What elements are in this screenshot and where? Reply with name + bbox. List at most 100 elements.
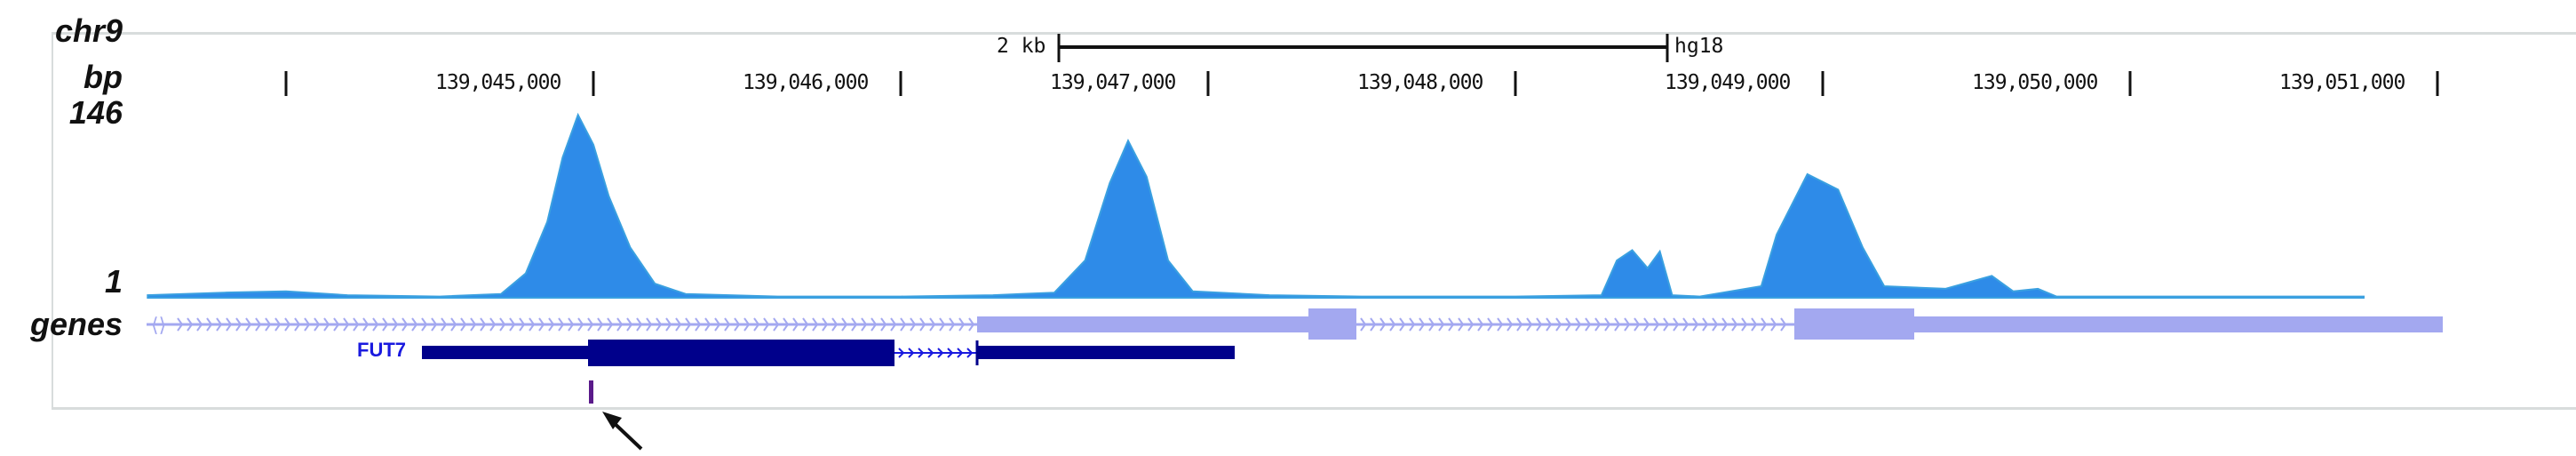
chevron-right-icon <box>927 348 934 358</box>
chevron-right-icon <box>1741 317 1748 332</box>
chevron-right-icon <box>284 317 291 332</box>
chevron-right-icon <box>1751 317 1758 332</box>
bp-label: bp <box>83 59 123 95</box>
genes-track-label[interactable]: genes <box>29 306 123 342</box>
chevron-right-icon <box>1546 317 1553 332</box>
chevron-right-icon <box>1389 317 1396 332</box>
chevron-right-icon <box>1702 317 1709 332</box>
chevron-right-icon <box>255 317 262 332</box>
chevron-right-icon <box>841 317 848 332</box>
gene-track-light[interactable]: ⟨⟩ <box>147 308 2443 340</box>
chevron-right-icon <box>734 317 741 332</box>
chevron-right-icon <box>695 317 702 332</box>
chevron-right-icon <box>196 317 203 332</box>
chevron-right-icon <box>908 348 915 358</box>
chevron-right-icon <box>783 317 790 332</box>
chrom-label: chr9 <box>54 12 123 49</box>
chevron-right-icon <box>1438 317 1445 332</box>
chevron-right-icon <box>450 317 457 332</box>
chevron-right-icon <box>1487 317 1494 332</box>
chevron-right-icon <box>1399 317 1406 332</box>
site-marker <box>589 380 593 404</box>
ruler-tick-label: 139,049,000 <box>1665 71 1791 94</box>
chevron-right-icon <box>411 317 418 332</box>
chevron-right-icon <box>831 317 839 332</box>
ruler-tick-label: 139,051,000 <box>2279 71 2405 94</box>
chevron-right-icon <box>1585 317 1592 332</box>
chevron-right-icon <box>1458 317 1465 332</box>
chevron-right-icon <box>1624 317 1631 332</box>
chevron-right-icon <box>568 317 575 332</box>
chevron-right-icon <box>1594 317 1602 332</box>
chevron-right-icon <box>665 317 672 332</box>
chevron-right-icon <box>1428 317 1435 332</box>
chevron-right-icon <box>187 317 194 332</box>
gene-fut7[interactable] <box>422 340 1235 366</box>
chevron-right-icon <box>773 317 780 332</box>
chevron-right-icon <box>1360 317 1367 332</box>
chevron-right-icon <box>1379 317 1387 332</box>
chevron-right-icon <box>1614 317 1621 332</box>
chevron-right-icon <box>1370 317 1377 332</box>
chevron-right-icon <box>851 317 858 332</box>
chevron-right-icon <box>947 348 954 358</box>
chevron-right-icon <box>724 317 731 332</box>
ruler-tick-label: 139,045,000 <box>435 71 561 94</box>
chevron-right-icon <box>1565 317 1572 332</box>
chevron-right-icon <box>918 348 925 358</box>
chevron-right-icon <box>304 317 311 332</box>
gene-label-fut7[interactable]: FUT7 <box>357 339 406 361</box>
fut7-utr-5 <box>422 346 591 359</box>
chevron-right-icon <box>753 317 760 332</box>
chevron-right-icon <box>646 317 653 332</box>
chevron-right-icon <box>1673 317 1680 332</box>
chevron-right-icon <box>314 317 321 332</box>
chevron-right-icon <box>1536 317 1543 332</box>
ruler-tick-label: 139,047,000 <box>1050 71 1176 94</box>
chevron-right-icon <box>421 317 428 332</box>
chevron-right-icon <box>245 317 252 332</box>
light-start-arrows-icon: ⟨⟩ <box>151 314 166 336</box>
chevron-right-icon <box>333 317 340 332</box>
chevron-right-icon <box>812 317 819 332</box>
chevron-right-icon <box>343 317 350 332</box>
chevron-right-icon <box>1731 317 1738 332</box>
chevron-right-icon <box>685 317 692 332</box>
fut7-coding-exon <box>588 340 894 366</box>
chevron-right-icon <box>509 317 516 332</box>
chevron-right-icon <box>1604 317 1611 332</box>
light-exon-1 <box>1308 308 1356 340</box>
chevron-right-icon <box>597 317 604 332</box>
chevron-right-icon <box>1419 317 1426 332</box>
chevron-right-icon <box>1467 317 1475 332</box>
chevron-right-icon <box>763 317 770 332</box>
chevron-right-icon <box>558 317 565 332</box>
chevron-right-icon <box>489 317 497 332</box>
chevron-right-icon <box>937 348 944 358</box>
chevron-right-icon <box>919 317 926 332</box>
chevron-right-icon <box>177 317 184 332</box>
chevron-right-icon <box>939 317 946 332</box>
chevron-right-icon <box>1712 317 1719 332</box>
chevron-right-icon <box>587 317 594 332</box>
light-exon-2 <box>1794 308 1914 340</box>
chevron-right-icon <box>1634 317 1641 332</box>
scale-bar-assembly: hg18 <box>1674 35 1724 58</box>
chevron-right-icon <box>880 317 887 332</box>
light-strand-chevrons <box>177 317 975 332</box>
max-value-label: 146 <box>68 94 123 131</box>
chevron-right-icon <box>958 317 966 332</box>
chevron-right-icon <box>226 317 233 332</box>
chevron-right-icon <box>519 317 526 332</box>
chevron-right-icon <box>362 317 370 332</box>
ruler-ticks <box>284 71 2439 96</box>
chevron-right-icon <box>743 317 751 332</box>
chevron-right-icon <box>353 317 360 332</box>
chevron-right-icon <box>802 317 809 332</box>
chevron-right-icon <box>900 317 907 332</box>
chevron-right-icon <box>1761 317 1768 332</box>
chevron-right-icon <box>1663 317 1670 332</box>
chevron-right-icon <box>392 317 399 332</box>
chevron-right-icon <box>910 317 917 332</box>
chevron-right-icon <box>1721 317 1729 332</box>
